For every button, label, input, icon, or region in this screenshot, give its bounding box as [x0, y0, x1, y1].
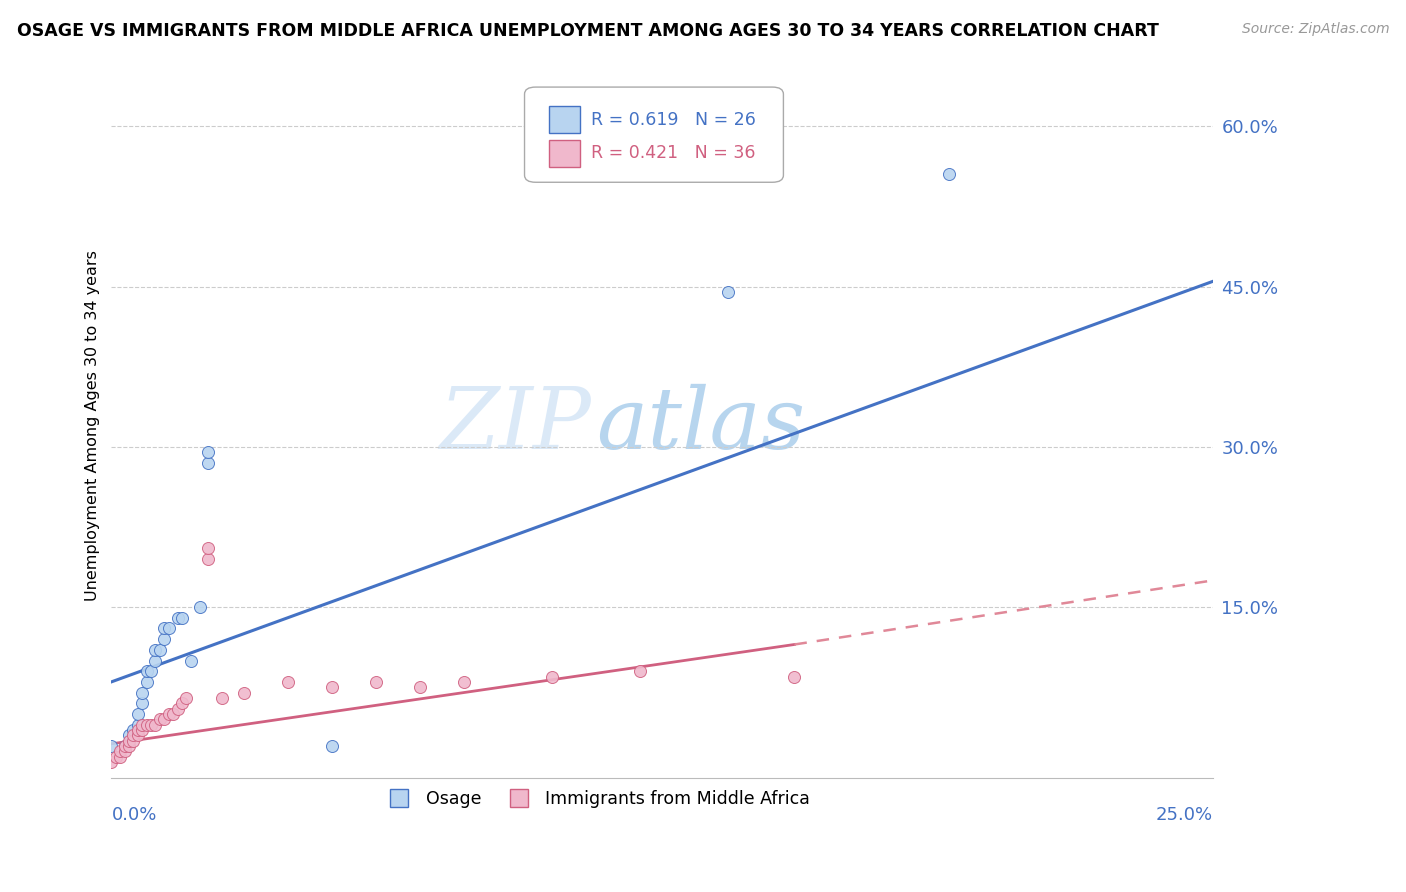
Point	[157, 706, 180, 721]
Point	[197, 541, 219, 556]
Text: R = 0.421   N = 36: R = 0.421 N = 36	[591, 145, 755, 162]
Point	[100, 755, 122, 769]
Point	[118, 728, 141, 742]
Point	[104, 749, 127, 764]
Point	[277, 674, 299, 689]
Point	[197, 552, 219, 566]
Y-axis label: Unemployment Among Ages 30 to 34 years: Unemployment Among Ages 30 to 34 years	[86, 250, 100, 601]
Point	[232, 685, 254, 699]
Point	[153, 622, 176, 636]
Point	[127, 728, 149, 742]
Bar	[548, 140, 579, 167]
Point	[153, 712, 176, 726]
Point	[145, 653, 167, 667]
Text: 25.0%: 25.0%	[1156, 806, 1213, 824]
Point	[153, 632, 176, 647]
Point	[100, 739, 122, 753]
Point	[114, 744, 136, 758]
Point	[162, 706, 184, 721]
Point	[170, 696, 193, 710]
Point	[145, 642, 167, 657]
Legend: Osage, Immigrants from Middle Africa: Osage, Immigrants from Middle Africa	[375, 783, 817, 815]
Point	[176, 690, 198, 705]
Point	[110, 744, 132, 758]
Point	[197, 445, 219, 459]
Point	[783, 669, 806, 683]
Text: OSAGE VS IMMIGRANTS FROM MIDDLE AFRICA UNEMPLOYMENT AMONG AGES 30 TO 34 YEARS CO: OSAGE VS IMMIGRANTS FROM MIDDLE AFRICA U…	[17, 22, 1159, 40]
Point	[717, 285, 740, 299]
Point	[145, 717, 167, 731]
Point	[321, 680, 343, 694]
Point	[157, 622, 180, 636]
Point	[149, 712, 172, 726]
Point	[197, 456, 219, 470]
Point	[135, 717, 157, 731]
Point	[114, 739, 136, 753]
Point	[122, 728, 145, 742]
Point	[135, 674, 157, 689]
Text: R = 0.619   N = 26: R = 0.619 N = 26	[591, 111, 755, 128]
Point	[409, 680, 432, 694]
Point	[131, 723, 153, 737]
Text: ZIP: ZIP	[439, 384, 591, 467]
Point	[127, 717, 149, 731]
Point	[188, 600, 211, 615]
Point	[127, 723, 149, 737]
Point	[110, 749, 132, 764]
Point	[149, 642, 172, 657]
Point	[118, 733, 141, 747]
Point	[166, 701, 188, 715]
Point	[938, 168, 960, 182]
Text: 0.0%: 0.0%	[111, 806, 157, 824]
Bar	[548, 106, 579, 133]
Point	[135, 664, 157, 678]
Point	[118, 739, 141, 753]
Point	[541, 669, 564, 683]
Point	[364, 674, 387, 689]
Point	[131, 685, 153, 699]
Text: atlas: atlas	[596, 384, 806, 467]
Point	[139, 664, 162, 678]
Text: Source: ZipAtlas.com: Source: ZipAtlas.com	[1241, 22, 1389, 37]
Point	[122, 723, 145, 737]
Point	[131, 696, 153, 710]
Point	[127, 706, 149, 721]
Point	[114, 739, 136, 753]
Point	[122, 733, 145, 747]
Point	[170, 611, 193, 625]
Point	[453, 674, 475, 689]
Point	[628, 664, 651, 678]
Point	[131, 717, 153, 731]
FancyBboxPatch shape	[524, 87, 783, 182]
Point	[180, 653, 202, 667]
Point	[321, 739, 343, 753]
Point	[139, 717, 162, 731]
Point	[166, 611, 188, 625]
Point	[211, 690, 233, 705]
